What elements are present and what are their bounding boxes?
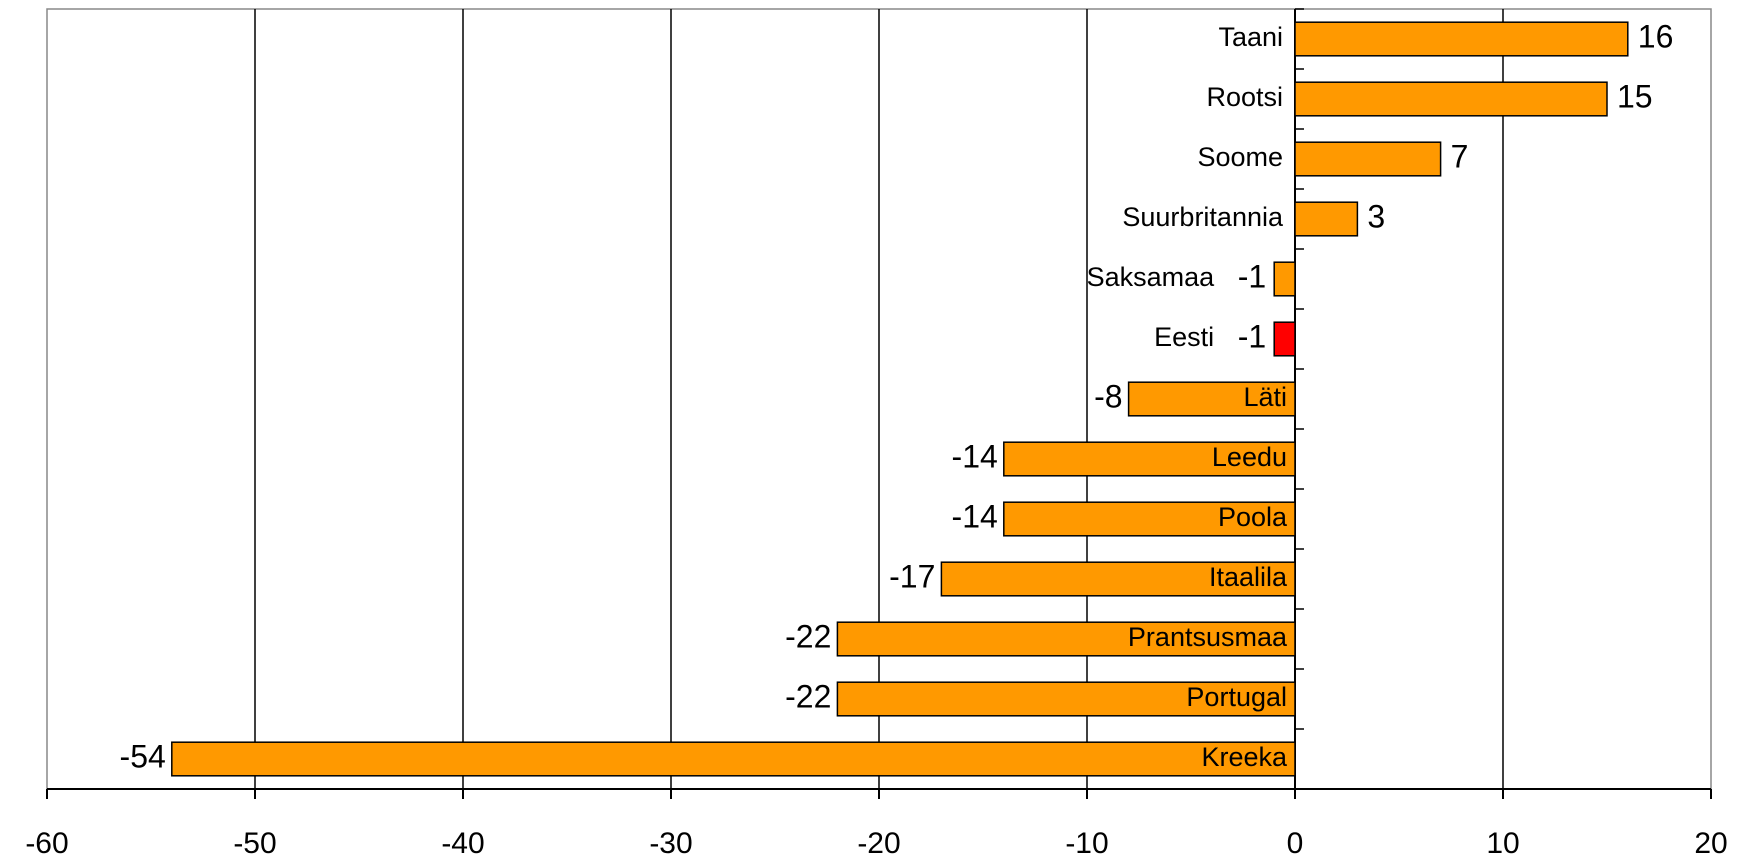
category-label: Itaalila [1209, 562, 1288, 592]
value-label: -22 [785, 678, 831, 714]
category-label: Rootsi [1206, 82, 1283, 112]
x-tick-label: 0 [1287, 827, 1304, 860]
bar [836, 621, 1296, 657]
x-tick-label: -30 [649, 827, 692, 860]
bar [1003, 441, 1296, 477]
bar [171, 741, 1296, 777]
bar [1127, 381, 1296, 417]
category-label: Läti [1243, 382, 1287, 412]
value-label: 3 [1367, 198, 1385, 234]
category-label: Kreeka [1201, 742, 1288, 772]
x-tick-label: 20 [1694, 827, 1727, 860]
bar [836, 681, 1296, 717]
category-label: Leedu [1212, 442, 1287, 472]
value-label: -1 [1238, 258, 1266, 294]
x-tick-label: -10 [1065, 827, 1108, 860]
bar [1294, 81, 1608, 117]
value-label: -14 [952, 498, 998, 534]
x-tick-label: 10 [1486, 827, 1519, 860]
category-label: Eesti [1154, 322, 1214, 352]
category-label: Taani [1218, 22, 1283, 52]
value-label: -22 [785, 618, 831, 654]
bar [1294, 21, 1629, 57]
bar [1003, 501, 1296, 537]
x-tick-label: -40 [441, 827, 484, 860]
x-tick-label: -60 [25, 827, 68, 860]
value-label: 7 [1451, 138, 1469, 174]
value-label: 16 [1638, 18, 1674, 54]
value-label: -1 [1238, 318, 1266, 354]
value-label: 15 [1617, 78, 1653, 114]
x-tick-label: -20 [857, 827, 900, 860]
value-label: -8 [1094, 378, 1122, 414]
category-label: Soome [1197, 142, 1283, 172]
bar [1294, 201, 1359, 237]
value-label: -17 [889, 558, 935, 594]
bar [1273, 321, 1296, 357]
category-label: Saksamaa [1087, 262, 1216, 292]
category-label: Suurbritannia [1122, 202, 1284, 232]
bar [1273, 261, 1296, 297]
category-label: Portugal [1186, 682, 1287, 712]
value-label: -14 [952, 438, 998, 474]
value-label: -54 [120, 738, 166, 774]
x-tick-label: -50 [233, 827, 276, 860]
category-label: Prantsusmaa [1128, 622, 1288, 652]
bar [1294, 141, 1442, 177]
bar [940, 561, 1296, 597]
category-label: Poola [1218, 502, 1288, 532]
